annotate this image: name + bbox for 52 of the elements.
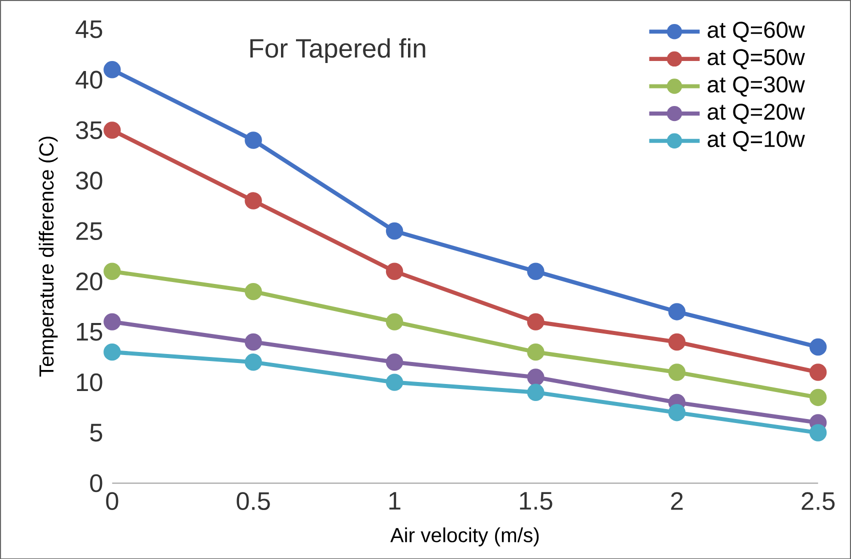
point <box>527 262 544 280</box>
y-tick-label: 40 <box>76 70 102 89</box>
point <box>386 313 404 330</box>
chart-title: For Tapered fin <box>250 38 426 63</box>
point <box>386 222 404 240</box>
legend-label: at Q=10w <box>708 130 805 152</box>
x-axis-title: Air velocity (m/s) <box>390 527 539 546</box>
point <box>809 338 827 356</box>
y-tick-label: 25 <box>76 222 102 240</box>
x-tick-label: 2.5 <box>802 492 835 510</box>
point <box>527 343 544 361</box>
y-tick-label: 20 <box>76 272 102 290</box>
point <box>527 384 544 401</box>
x-tick-label: 0.5 <box>236 492 270 510</box>
legend-label: at Q=60w <box>708 22 805 42</box>
point <box>244 282 262 300</box>
point <box>809 424 827 442</box>
point <box>244 131 262 149</box>
x-tick-label: 0 <box>106 492 118 510</box>
legend-label: at Q=30w <box>708 76 805 96</box>
y-tick-label: 0 <box>90 474 102 492</box>
x-tick-label: 1.5 <box>520 492 552 510</box>
point <box>244 192 262 210</box>
point <box>668 404 686 422</box>
point <box>527 313 544 330</box>
point <box>386 262 404 280</box>
point <box>668 363 686 381</box>
x-tick-label: 1 <box>389 492 400 510</box>
y-tick-label: 35 <box>76 121 102 139</box>
point <box>809 363 827 381</box>
y-axis-title: Temperature difference (C) <box>38 136 58 376</box>
y-tick-label: 10 <box>77 373 102 392</box>
point <box>244 353 262 371</box>
point <box>527 368 544 386</box>
y-tick-label: 30 <box>76 171 102 190</box>
point <box>104 262 121 280</box>
legend-label: at Q=20w <box>708 104 805 124</box>
y-tick-label: 15 <box>77 322 102 341</box>
x-tick-label: 2 <box>671 492 683 510</box>
y-tick-label: 45 <box>76 20 102 38</box>
point <box>104 60 121 78</box>
point <box>809 388 827 406</box>
point <box>386 353 404 371</box>
point <box>668 302 686 320</box>
point <box>104 121 121 139</box>
point <box>668 333 686 350</box>
point <box>104 343 121 361</box>
legend-label: at Q=50w <box>708 48 805 70</box>
point <box>386 374 404 391</box>
point <box>104 313 121 330</box>
y-tick-label: 5 <box>90 424 102 442</box>
point <box>244 333 262 350</box>
